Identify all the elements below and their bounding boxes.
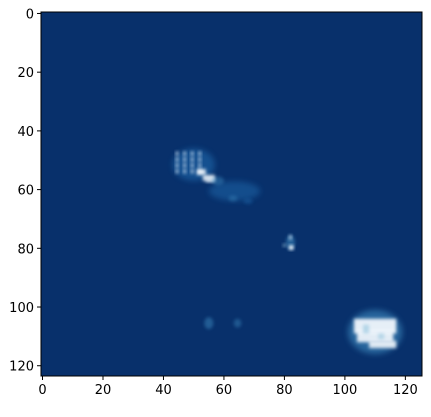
x-tick-label: 20: [95, 383, 112, 398]
hotspot-diagonal-cluster-upper-cell: [175, 157, 179, 162]
hotspot-diagonal-trail-cell: [228, 195, 238, 202]
hotspot-diagonal-cluster-upper-cell: [190, 157, 194, 162]
y-tick-label: 80: [17, 242, 34, 257]
hotspot-diagonal-trail: [208, 181, 261, 201]
x-tick-label: 80: [276, 383, 293, 398]
x-axis: 0 20 40 60 80 100 120: [38, 376, 418, 398]
hotspot-diagonal-cluster-upper-cell: [196, 169, 206, 175]
hotspot-diagonal-cluster-upper-cell: [198, 163, 202, 168]
y-tick-label: 60: [17, 184, 34, 199]
hotspot-diagonal-cluster-upper-cell: [198, 151, 202, 156]
y-tick-label: 120: [9, 360, 34, 375]
hotspot-diagonal-cluster-upper-cell: [175, 169, 179, 174]
y-axis: 0 20 40 60 80 100 120: [9, 7, 41, 375]
hotspot-isolated-point-cell: [282, 243, 286, 247]
heatmap-hotspots: [172, 148, 403, 354]
hotspot-diagonal-trail-cell: [243, 198, 253, 205]
hotspot-bottom-faint-spots: [204, 317, 214, 330]
hotspot-diagonal-cluster-upper-cell: [205, 177, 215, 183]
x-tick-label: 40: [155, 383, 172, 398]
hotspot-isolated-point: [288, 245, 294, 250]
hotspot-lower-right-block-cell: [378, 333, 385, 340]
x-tick-label: 60: [216, 383, 233, 398]
y-tick-label: 0: [26, 7, 34, 22]
y-tick-label: 100: [9, 301, 34, 316]
hotspot-diagonal-cluster-upper-cell: [183, 157, 187, 162]
y-tick-label: 40: [17, 125, 34, 140]
hotspot-diagonal-trail-cell: [211, 176, 224, 186]
plot-frame: [40, 11, 423, 377]
hotspot-isolated-point-cell: [288, 235, 292, 240]
hotspot-lower-right-block-cell: [356, 330, 394, 343]
hotspot-diagonal-cluster-upper-cell: [190, 151, 194, 156]
hotspot-diagonal-cluster-upper-cell: [175, 163, 179, 168]
hotspot-lower-right-block-cell: [363, 324, 370, 334]
x-tick-label: 0: [38, 383, 46, 398]
hotspot-diagonal-cluster-upper-cell: [183, 163, 187, 168]
y-tick-label: 20: [17, 66, 34, 81]
x-tick-label: 120: [393, 383, 418, 398]
hotspot-lower-right-block-cell: [369, 340, 397, 349]
hotspot-diagonal-cluster-upper-cell: [190, 169, 194, 174]
x-tick-label: 100: [332, 383, 357, 398]
hotspot-diagonal-cluster-upper-cell: [183, 151, 187, 156]
hotspot-diagonal-cluster-upper-cell: [198, 157, 202, 162]
hotspot-diagonal-cluster-upper-cell: [183, 169, 187, 174]
hotspot-diagonal-cluster-upper-cell: [175, 151, 179, 156]
hotspot-bottom-faint-spots-cell: [233, 318, 242, 328]
hotspot-diagonal-cluster-upper-cell: [190, 163, 194, 168]
